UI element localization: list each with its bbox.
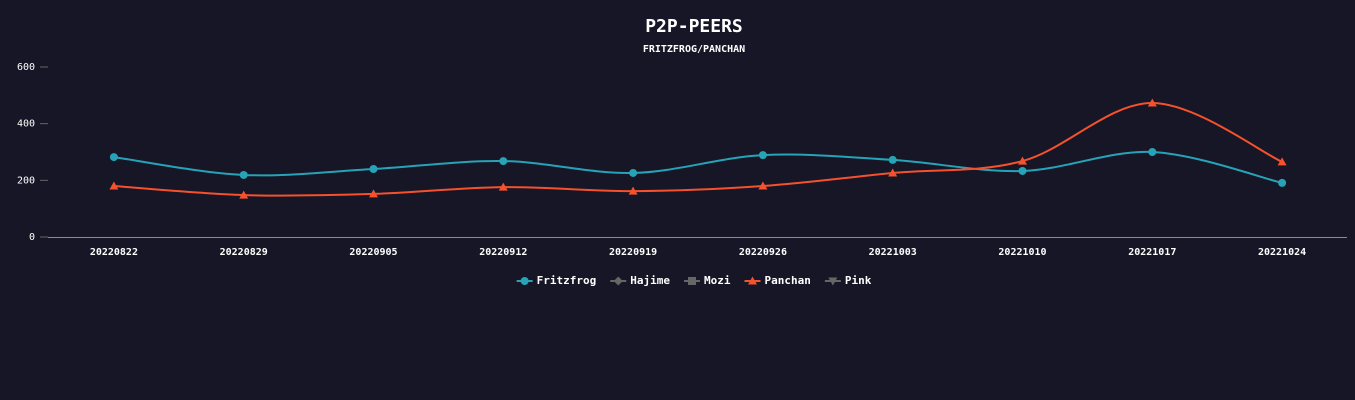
data-point xyxy=(109,153,118,162)
x-tick-label: 20220926 xyxy=(739,247,787,258)
data-point xyxy=(1277,157,1287,166)
legend-item[interactable]: Hajime xyxy=(610,274,670,287)
x-tick-label: 20220919 xyxy=(609,247,657,258)
legend-marker xyxy=(688,277,696,285)
data-point xyxy=(629,168,638,177)
data-point xyxy=(239,190,249,199)
y-tick-label: 200 xyxy=(17,175,35,186)
data-point xyxy=(1147,98,1157,107)
x-tick-label: 20220905 xyxy=(349,247,397,258)
x-tick-label: 20221017 xyxy=(1128,247,1176,258)
data-point xyxy=(498,182,508,191)
y-tick-label: 400 xyxy=(17,119,35,130)
data-point xyxy=(1018,156,1027,165)
data-point xyxy=(758,181,768,190)
legend-item[interactable]: Pink xyxy=(824,274,872,287)
x-tick-label: 20221010 xyxy=(998,247,1046,258)
chart-title: P2P-PEERS xyxy=(645,16,743,37)
x-tick-label: 20220912 xyxy=(479,247,527,258)
legend-label: Mozi xyxy=(704,274,731,287)
legend-marker xyxy=(828,277,838,286)
data-point xyxy=(239,170,248,179)
x-tick-label: 20221024 xyxy=(1258,247,1306,258)
data-point xyxy=(369,165,378,173)
data-point xyxy=(109,181,119,190)
data-point xyxy=(1278,178,1287,187)
x-tick-label: 20220829 xyxy=(220,247,268,258)
legend-marker xyxy=(748,276,757,285)
legend-label: Hajime xyxy=(630,274,670,287)
data-point xyxy=(1148,148,1157,156)
legend-label: Pink xyxy=(845,274,872,287)
data-point xyxy=(888,155,897,164)
legend-marker xyxy=(613,276,623,286)
series-line xyxy=(113,150,1283,184)
legend-item[interactable]: Panchan xyxy=(744,274,811,287)
chart-subtitle: FRITZFROG/PANCHAN xyxy=(643,44,745,55)
legend-label: Panchan xyxy=(765,274,811,287)
legend-item[interactable]: Mozi xyxy=(684,274,731,287)
data-point xyxy=(758,151,767,160)
legend-item[interactable]: Fritzfrog xyxy=(516,274,597,287)
legend-marker xyxy=(520,277,529,285)
data-point xyxy=(1018,166,1027,175)
x-tick-label: 20221003 xyxy=(869,247,917,258)
series-line xyxy=(113,101,1283,197)
data-point xyxy=(499,157,508,166)
x-tick-label: 20220822 xyxy=(90,247,138,258)
y-tick-label: 0 xyxy=(29,232,35,243)
legend-label: Fritzfrog xyxy=(537,274,597,287)
y-tick-label: 600 xyxy=(17,62,35,73)
data-point xyxy=(628,186,638,195)
legend: Fritzfrog Hajime Mozi Panchan Pink xyxy=(516,274,872,287)
data-point xyxy=(888,168,898,177)
data-point xyxy=(369,189,378,198)
